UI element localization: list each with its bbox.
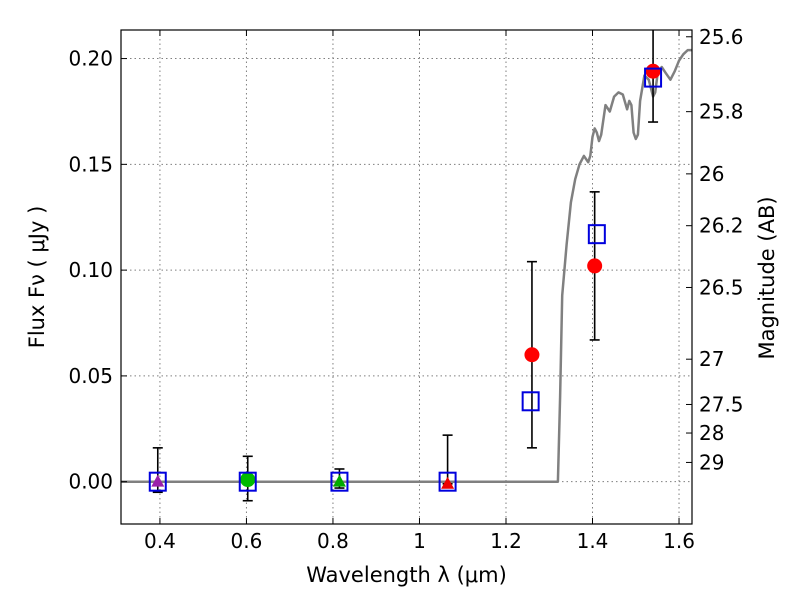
right-tick-label: 29 [699, 450, 724, 474]
x-tick-label: 1.2 [490, 529, 522, 553]
x-tick-label: 1.4 [577, 529, 609, 553]
data-point-circle [587, 258, 603, 274]
right-tick-label: 27.5 [699, 392, 744, 416]
model-point-square [330, 471, 349, 492]
labels: Wavelength λ (μm) Flux Fν ( μJy ) Magnit… [25, 196, 779, 587]
data-point-triangle [151, 474, 165, 487]
x-tick-label: 0.6 [231, 529, 263, 553]
model-point-square [438, 471, 457, 492]
right-tick-label: 25.6 [699, 25, 744, 49]
model-sed-line [121, 48, 692, 483]
y-tick-label: 0.20 [68, 47, 113, 71]
model-point-square [644, 67, 663, 88]
right-tick-label: 25.8 [699, 100, 744, 124]
right-axis-label: Magnitude (AB) [755, 196, 779, 359]
x-tick-label: 1 [413, 529, 426, 553]
data-point-triangle [441, 476, 455, 489]
right-tick-label: 26 [699, 162, 724, 186]
y-tick-label: 0.10 [68, 258, 113, 282]
sed-model-layer [121, 48, 692, 483]
model-point-square [521, 391, 540, 412]
y-tick-label: 0.05 [68, 364, 113, 388]
y-tick-label: 0.15 [68, 152, 113, 176]
model-point-square [587, 224, 606, 245]
data-point-circle [524, 347, 540, 363]
right-tick-label: 26.5 [699, 275, 744, 299]
model-point-square [148, 471, 167, 492]
plot-frame [120, 29, 693, 525]
x-tick-label: 0.8 [317, 529, 349, 553]
right-tick-label: 28 [699, 421, 724, 445]
y-tick-label: 0.00 [68, 470, 113, 494]
y-axis-label: Flux Fν ( μJy ) [25, 206, 49, 349]
ticks: 0.4 0.6 0.8 1 1.2 1.4 1.6 0.00 0.05 0.10 0.15 0.20 2… [68, 25, 743, 553]
grid [121, 30, 692, 524]
x-tick-label: 0.4 [144, 529, 176, 553]
data-point-circle [645, 63, 661, 79]
x-axis-label: Wavelength λ (μm) [306, 563, 507, 587]
markers [148, 63, 663, 492]
error-bars [152, 30, 659, 502]
data-point-triangle [332, 474, 346, 487]
model-point-square [238, 471, 257, 492]
data-point-circle [240, 472, 256, 488]
right-tick-label: 26.2 [699, 214, 744, 238]
x-tick-label: 1.6 [663, 529, 695, 553]
right-tick-label: 27 [699, 347, 724, 371]
